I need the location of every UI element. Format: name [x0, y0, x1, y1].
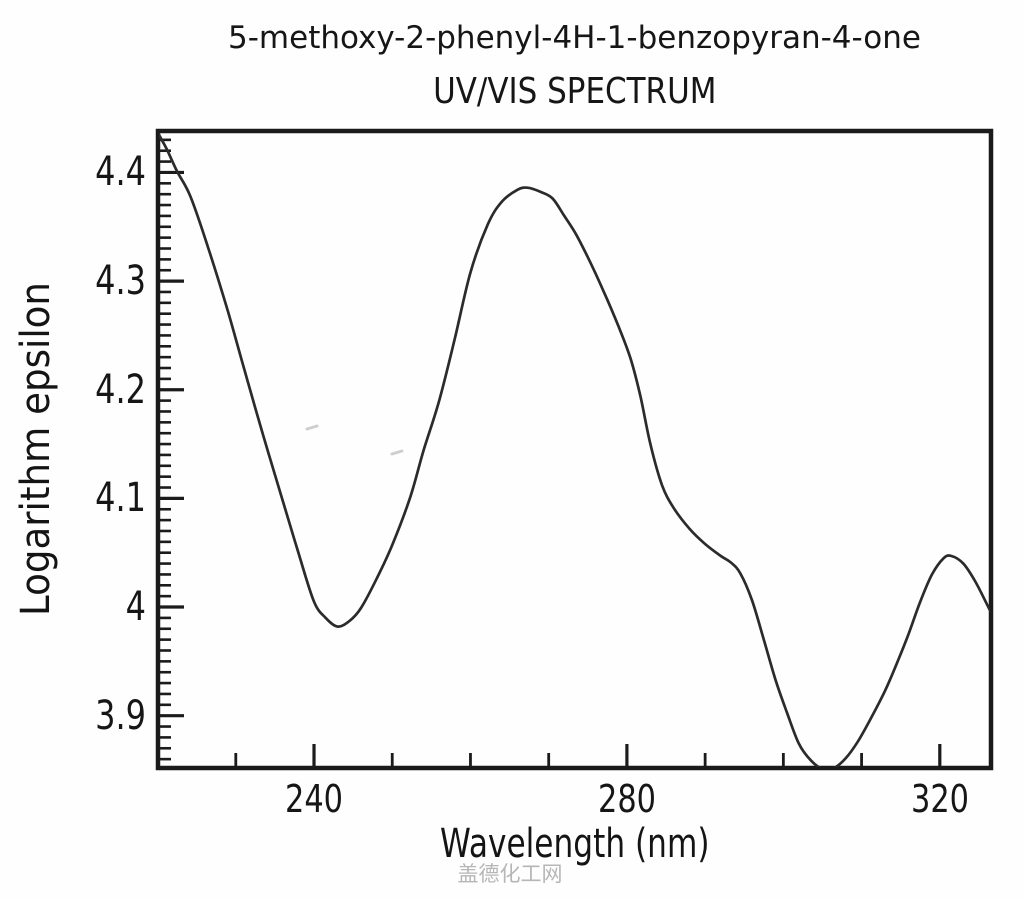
x-tick-label: 320 — [910, 777, 969, 821]
y-tick-label: 4.1 — [95, 475, 146, 522]
y-tick-label: 3.9 — [95, 692, 146, 739]
y-tick-label: 4.4 — [95, 149, 146, 196]
y-tick-label: 4.3 — [95, 258, 146, 305]
x-tick-label: 280 — [597, 777, 656, 821]
scan-artifact — [305, 424, 319, 431]
chart-subtitle: UV/VIS SPECTRUM — [156, 70, 993, 114]
watermark-text: 盖德化工网 — [457, 862, 563, 886]
x-axis-title: Wavelength (nm) — [156, 820, 993, 868]
y-tick-label: 4.2 — [95, 366, 146, 413]
spectrum-curve — [159, 132, 990, 767]
x-tick-label: 240 — [284, 777, 344, 821]
y-axis-title: Logarithm epsilon — [13, 282, 59, 616]
scan-artifact — [390, 449, 404, 456]
plot-frame — [155, 128, 994, 771]
y-tick-label: 4 — [125, 584, 146, 631]
chart-subtitle-text: UV/VIS SPECTRUM — [432, 71, 717, 112]
chart-title: 5-methoxy-2-phenyl-4H-1-benzopyran-4-one — [228, 20, 921, 56]
x-axis-title-text: Wavelength (nm) — [439, 821, 710, 867]
